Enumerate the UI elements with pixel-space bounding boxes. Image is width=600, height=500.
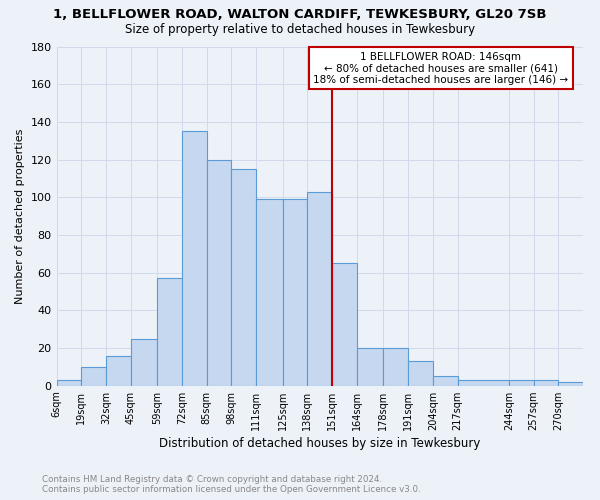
Bar xyxy=(433,376,458,386)
Bar xyxy=(357,348,383,386)
Y-axis label: Number of detached properties: Number of detached properties xyxy=(15,128,25,304)
Bar xyxy=(558,382,583,386)
Text: Contains HM Land Registry data © Crown copyright and database right 2024.
Contai: Contains HM Land Registry data © Crown c… xyxy=(42,474,421,494)
Bar xyxy=(408,361,433,386)
Bar xyxy=(383,348,408,386)
Bar xyxy=(206,160,232,386)
Bar xyxy=(232,169,256,386)
Bar xyxy=(56,380,81,386)
Bar xyxy=(182,132,206,386)
Bar xyxy=(106,356,131,386)
Text: 1, BELLFLOWER ROAD, WALTON CARDIFF, TEWKESBURY, GL20 7SB: 1, BELLFLOWER ROAD, WALTON CARDIFF, TEWK… xyxy=(53,8,547,20)
Bar xyxy=(307,192,332,386)
Bar xyxy=(283,199,307,386)
Bar xyxy=(509,380,533,386)
Bar xyxy=(157,278,182,386)
Bar xyxy=(131,338,157,386)
Bar xyxy=(458,380,509,386)
Bar xyxy=(533,380,558,386)
Text: Size of property relative to detached houses in Tewkesbury: Size of property relative to detached ho… xyxy=(125,22,475,36)
Text: 1 BELLFLOWER ROAD: 146sqm
← 80% of detached houses are smaller (641)
18% of semi: 1 BELLFLOWER ROAD: 146sqm ← 80% of detac… xyxy=(313,52,568,85)
Bar xyxy=(81,367,106,386)
Bar xyxy=(332,263,357,386)
X-axis label: Distribution of detached houses by size in Tewkesbury: Distribution of detached houses by size … xyxy=(159,437,481,450)
Bar xyxy=(256,199,283,386)
